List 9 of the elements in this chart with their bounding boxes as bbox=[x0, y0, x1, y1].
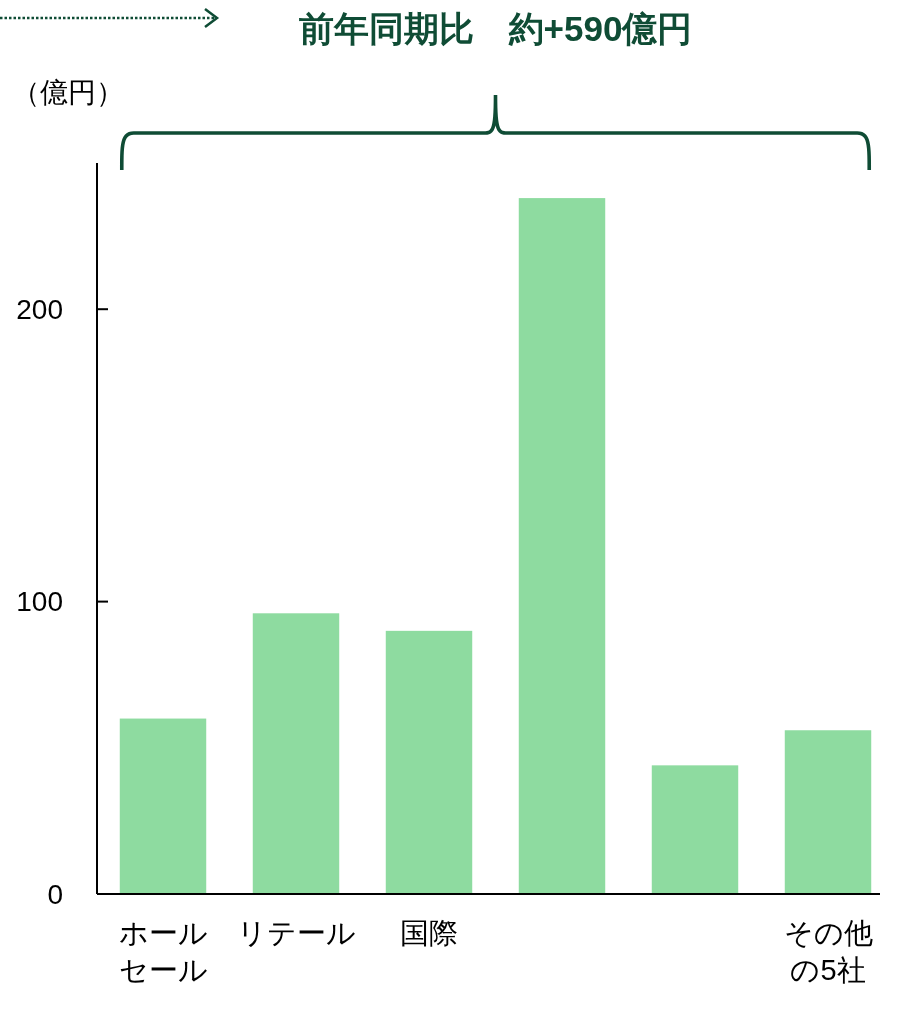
y-tick-label: 200 bbox=[16, 293, 63, 325]
x-tick-label: その他の5社 bbox=[783, 917, 873, 986]
x-tick-label: リテール bbox=[236, 917, 356, 949]
x-tick-label: ホールセール bbox=[118, 917, 208, 986]
chart-title: 前年同期比 約+590億円 bbox=[298, 9, 693, 48]
y-tick-label: 100 bbox=[16, 586, 63, 618]
x-tick-label: 国際 bbox=[400, 917, 458, 949]
y-axis-title: （億円） bbox=[12, 77, 124, 108]
y-tick-label: 0 bbox=[47, 878, 63, 910]
